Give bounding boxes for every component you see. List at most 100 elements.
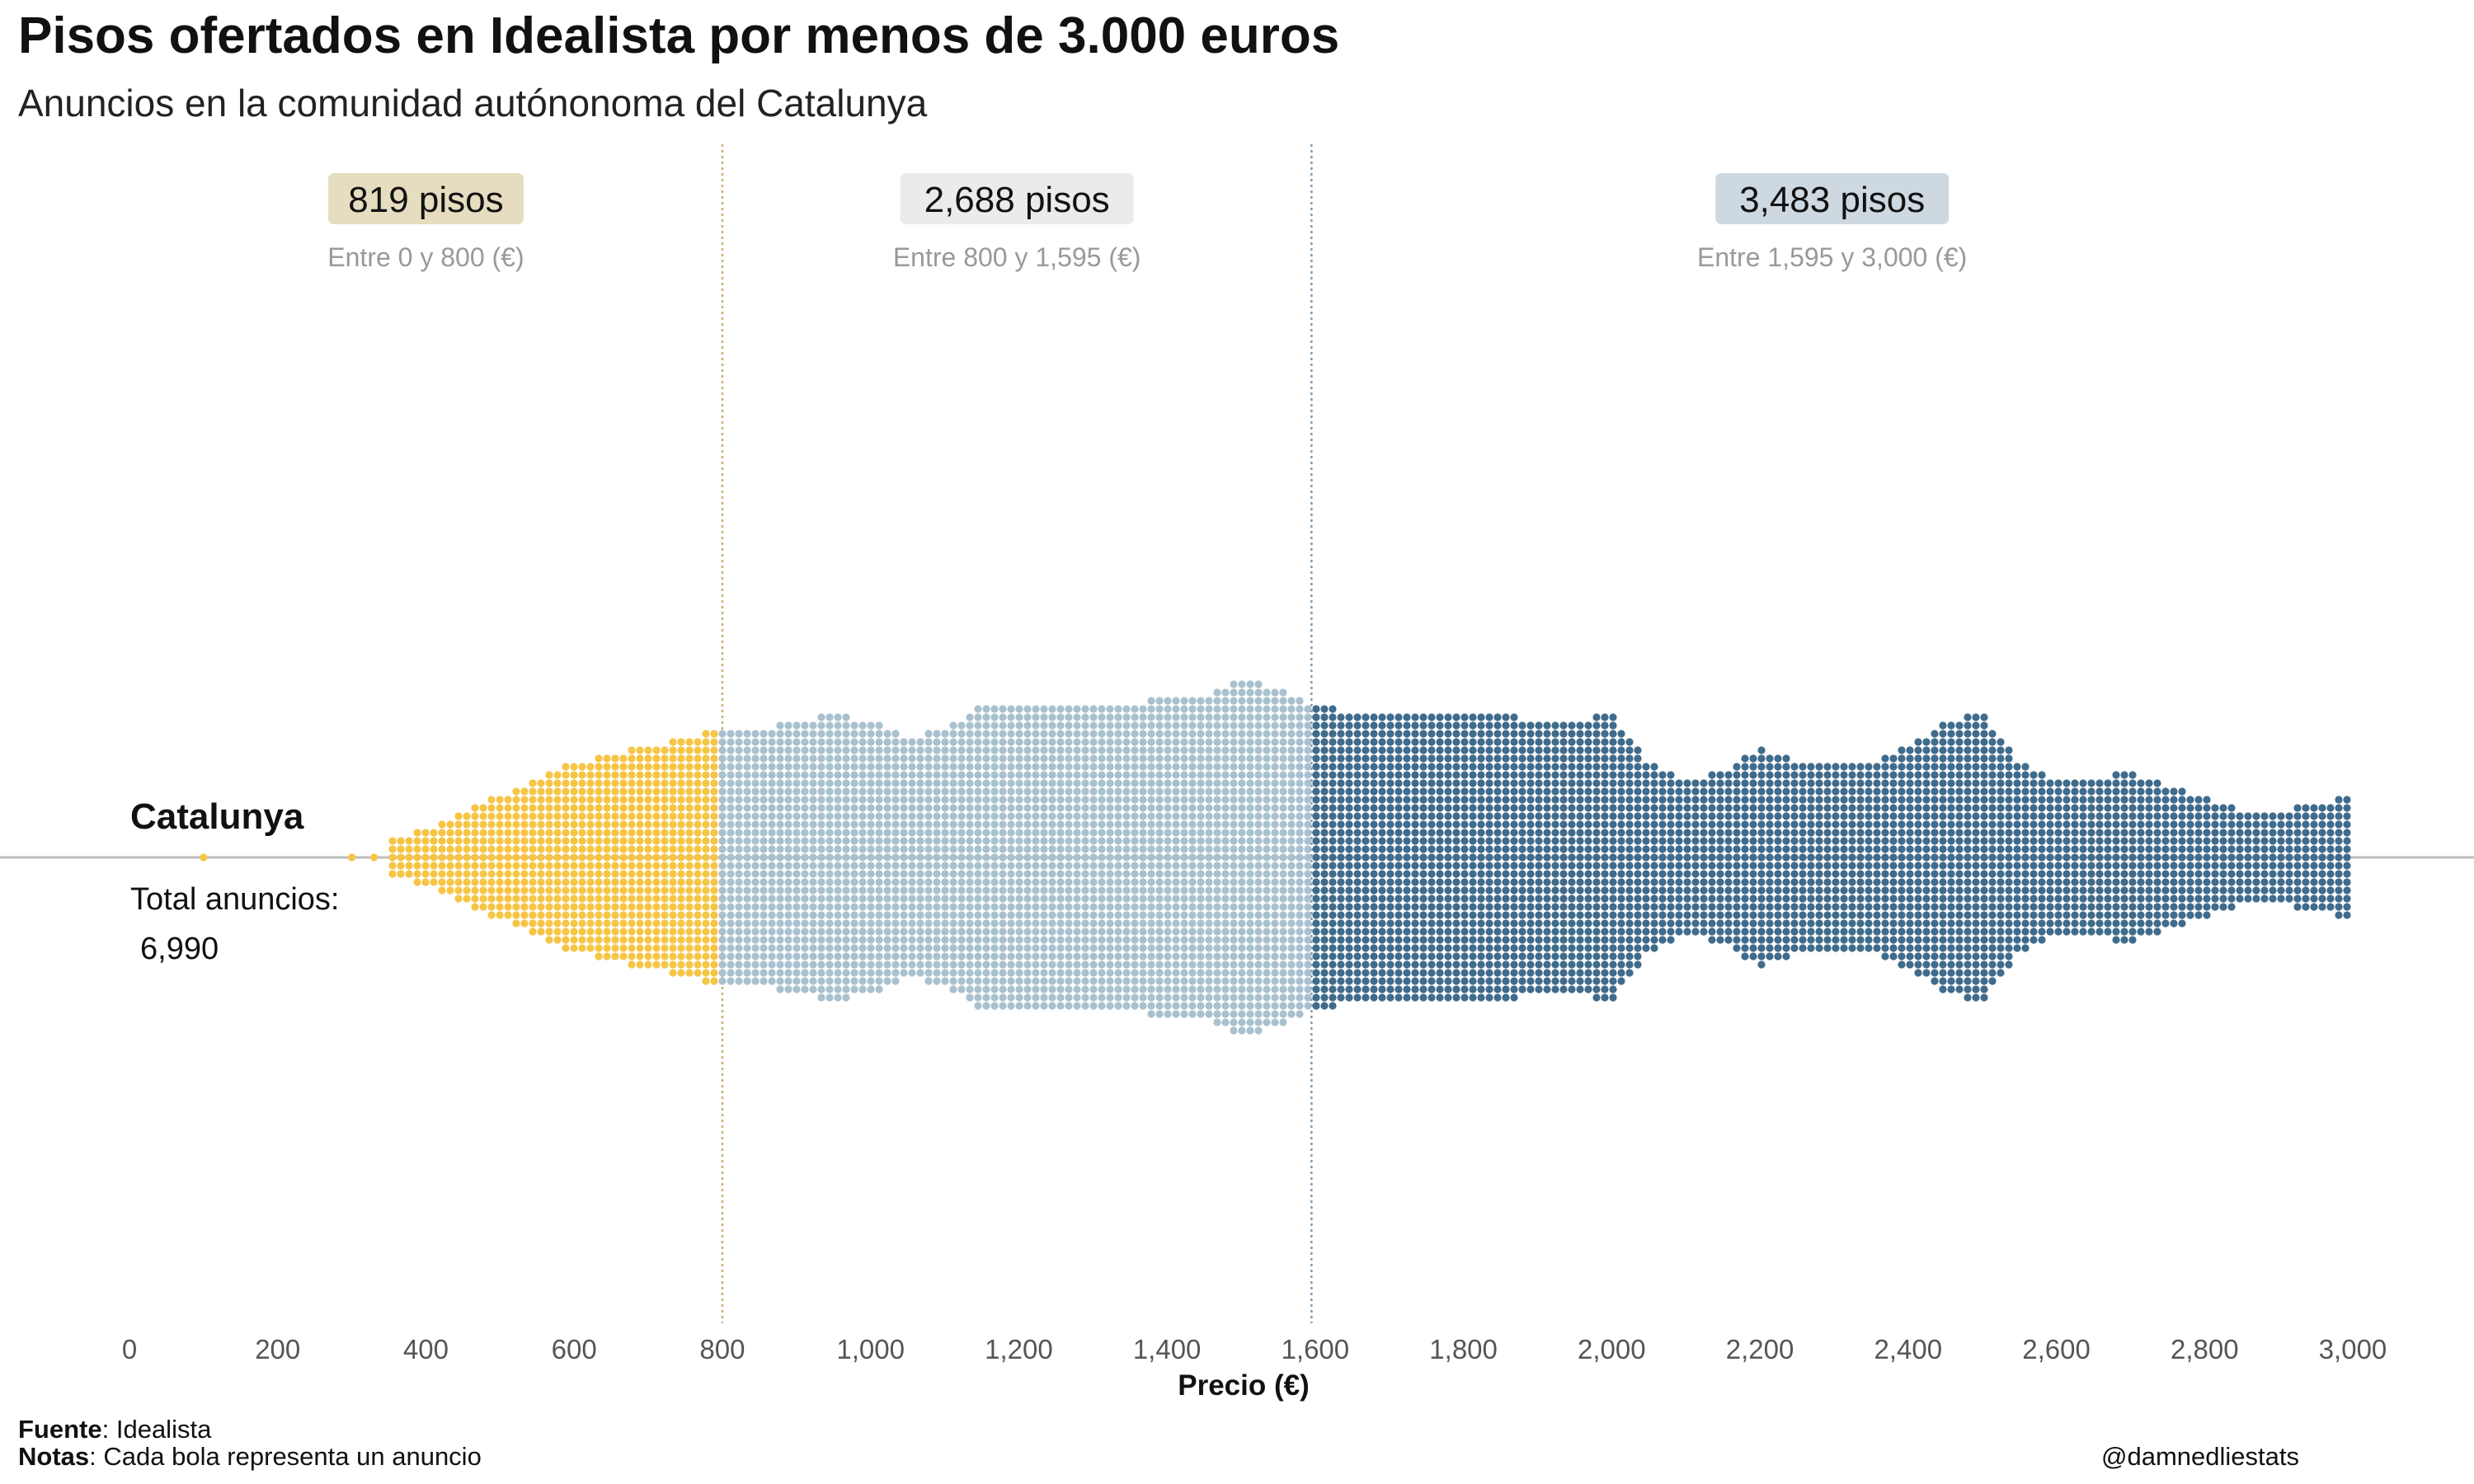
swarm-dot (817, 977, 825, 985)
swarm-dot (702, 886, 710, 895)
swarm-dot (768, 746, 776, 754)
swarm-dot (1386, 936, 1395, 944)
swarm-dot (1386, 903, 1395, 911)
swarm-dot (619, 804, 628, 812)
swarm-dot (1197, 977, 1205, 985)
swarm-dot (694, 870, 702, 878)
swarm-dot (1724, 829, 1733, 837)
swarm-dot (1634, 895, 1642, 903)
swarm-dot (858, 771, 867, 779)
swarm-dot (636, 796, 644, 804)
swarm-dot (1658, 779, 1667, 787)
swarm-dot (891, 746, 900, 754)
swarm-dot (1353, 936, 1362, 944)
swarm-dot (1493, 829, 1502, 837)
swarm-dot (1502, 886, 1510, 895)
swarm-dot (496, 878, 504, 886)
swarm-dot (553, 787, 562, 796)
swarm-dot (1238, 952, 1246, 960)
swarm-dot (718, 878, 727, 886)
swarm-dot (702, 796, 710, 804)
swarm-dot (760, 754, 768, 763)
swarm-dot (949, 903, 957, 911)
swarm-dot (1395, 928, 1403, 936)
swarm-dot (1238, 738, 1246, 746)
swarm-dot (850, 895, 858, 903)
swarm-dot (1667, 820, 1675, 829)
swarm-dot (1386, 829, 1395, 837)
swarm-dot (924, 730, 933, 738)
swarm-dot (1634, 911, 1642, 919)
swarm-dot (545, 886, 553, 895)
swarm-dot (891, 919, 900, 928)
swarm-dot (1230, 730, 1238, 738)
swarm-dot (974, 862, 982, 870)
swarm-dot (842, 845, 850, 853)
swarm-dot (1691, 911, 1700, 919)
swarm-dot (1675, 837, 1683, 845)
swarm-dot (817, 862, 825, 870)
swarm-dot (1230, 903, 1238, 911)
swarm-dot (1254, 796, 1263, 804)
swarm-dot (809, 721, 817, 730)
swarm-dot (1246, 721, 1254, 730)
swarm-dot (1493, 903, 1502, 911)
swarm-dot (1378, 787, 1386, 796)
swarm-dot (1246, 738, 1254, 746)
swarm-dot (1279, 796, 1287, 804)
swarm-dot (1312, 829, 1320, 837)
swarm-dot (842, 903, 850, 911)
swarm-dot (957, 812, 966, 820)
swarm-dot (1312, 730, 1320, 738)
swarm-dot (825, 763, 834, 771)
swarm-dot (867, 919, 875, 928)
swarm-dot (1477, 820, 1485, 829)
swarm-dot (982, 721, 990, 730)
swarm-dot (578, 845, 586, 853)
swarm-dot (974, 721, 982, 730)
swarm-dot (537, 845, 545, 853)
swarm-dot (1625, 870, 1634, 878)
swarm-dot (1048, 779, 1056, 787)
swarm-dot (1444, 837, 1452, 845)
swarm-dot (1279, 705, 1287, 713)
swarm-dot (1683, 779, 1691, 787)
swarm-dot (1576, 862, 1584, 870)
swarm-dot (1279, 837, 1287, 845)
swarm-dot (1312, 845, 1320, 853)
swarm-dot (644, 919, 652, 928)
swarm-dot (1419, 787, 1427, 796)
swarm-dot (966, 812, 974, 820)
swarm-dot (916, 763, 924, 771)
swarm-dot (933, 746, 941, 754)
swarm-dot (858, 895, 867, 903)
swarm-dot (1296, 746, 1304, 754)
swarm-dot (529, 870, 537, 878)
swarm-dot (1419, 804, 1427, 812)
swarm-dot (1625, 771, 1634, 779)
swarm-dot (1625, 845, 1634, 853)
swarm-dot (1634, 787, 1642, 796)
swarm-dot (1131, 779, 1139, 787)
swarm-dot (1609, 754, 1617, 763)
swarm-dot (1353, 903, 1362, 911)
swarm-dot (1180, 886, 1188, 895)
swarm-dot (801, 936, 809, 944)
swarm-dot (1452, 985, 1460, 993)
swarm-dot (1246, 845, 1254, 853)
swarm-dot (1634, 771, 1642, 779)
swarm-dot (924, 779, 933, 787)
swarm-dot (1642, 796, 1650, 804)
swarm-dot (793, 746, 801, 754)
swarm-dot (1279, 845, 1287, 853)
swarm-dot (520, 853, 529, 862)
swarm-dot (743, 878, 751, 886)
swarm-dot (1188, 754, 1197, 763)
swarm-dot (1568, 771, 1576, 779)
swarm-dot (1362, 746, 1370, 754)
swarm-dot (504, 878, 512, 886)
swarm-dot (1337, 919, 1345, 928)
swarm-dot (1337, 878, 1345, 886)
swarm-dot (677, 936, 685, 944)
swarm-dot (1691, 886, 1700, 895)
